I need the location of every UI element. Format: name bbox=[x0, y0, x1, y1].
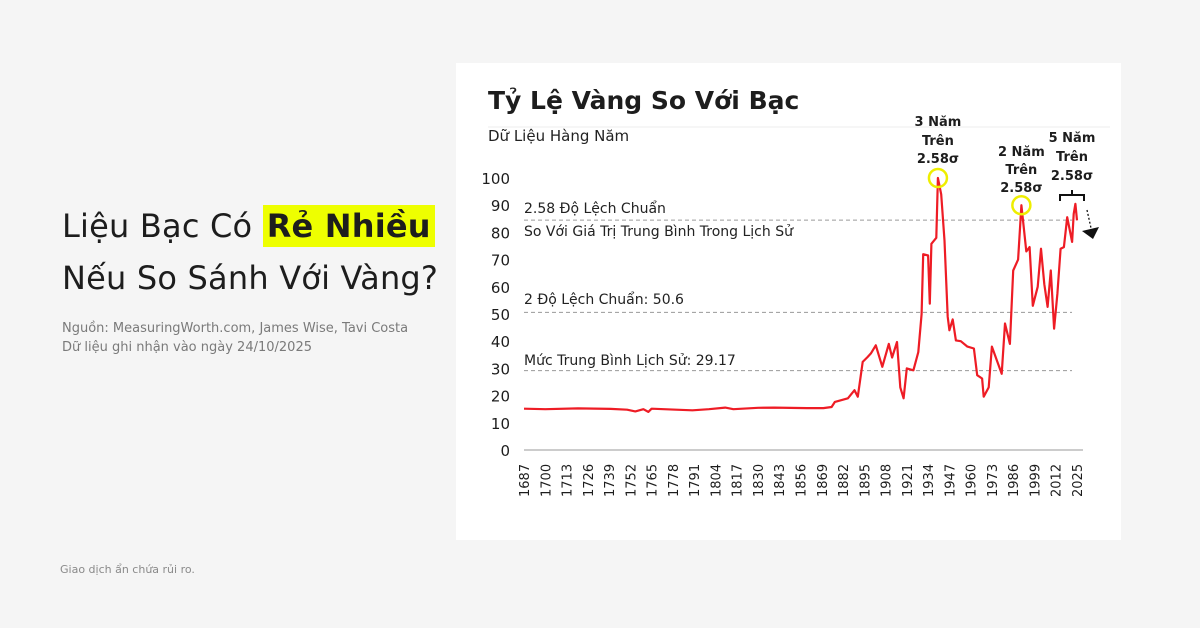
x-tick-label: 1765 bbox=[646, 464, 661, 497]
x-tick-label: 1934 bbox=[922, 464, 937, 497]
annotation-text: 5 Năm bbox=[1049, 131, 1096, 146]
down-arrow-icon bbox=[1082, 227, 1099, 239]
x-tick-label: 1739 bbox=[603, 464, 618, 497]
risk-disclaimer: Giao dịch ẩn chứa rủi ro. bbox=[60, 563, 195, 576]
x-tick-label: 1882 bbox=[837, 464, 852, 497]
x-tick-label: 1843 bbox=[773, 464, 788, 497]
headline: Liệu Bạc Có Rẻ Nhiều Nếu So Sánh Với Vàn… bbox=[62, 200, 438, 304]
y-tick-label: 50 bbox=[491, 306, 510, 324]
annotation-text: 2 Năm bbox=[998, 145, 1045, 160]
x-tick-label: 1999 bbox=[1028, 464, 1043, 497]
x-tick-label: 1713 bbox=[561, 464, 576, 497]
x-tick-label: 1752 bbox=[624, 464, 639, 497]
x-tick-label: 1791 bbox=[688, 464, 703, 497]
chart-title: Tỷ Lệ Vàng So Với Bạc bbox=[488, 86, 800, 115]
x-tick-label: 1856 bbox=[795, 464, 810, 497]
x-tick-label: 1817 bbox=[731, 464, 746, 497]
annotation-text: Trên bbox=[1056, 150, 1088, 165]
annotation-text: 2.58σ bbox=[1000, 181, 1042, 196]
y-tick-label: 80 bbox=[491, 224, 510, 242]
annotation-text: Trên bbox=[922, 134, 954, 149]
headline-line-1: Liệu Bạc Có Rẻ Nhiều bbox=[62, 200, 438, 252]
reference-label: 2.58 Độ Lệch Chuẩn bbox=[524, 200, 666, 217]
annotation-text: Trên bbox=[1005, 163, 1037, 178]
x-tick-label: 1908 bbox=[880, 464, 895, 497]
x-tick-label: 1895 bbox=[858, 464, 873, 497]
reference-label: Mức Trung Bình Lịch Sử: 29.17 bbox=[524, 353, 736, 369]
y-tick-label: 40 bbox=[491, 333, 510, 351]
y-tick-label: 0 bbox=[500, 442, 510, 460]
x-tick-label: 1947 bbox=[943, 464, 958, 497]
x-tick-label: 2025 bbox=[1071, 464, 1086, 497]
y-tick-label: 30 bbox=[491, 360, 510, 378]
headline-highlight: Rẻ Nhiều bbox=[262, 205, 435, 247]
annotation-text: 2.58σ bbox=[917, 152, 959, 167]
x-tick-label: 1726 bbox=[582, 464, 597, 497]
x-tick-label: 1986 bbox=[1007, 464, 1022, 497]
headline-line-2: Nếu So Sánh Với Vàng? bbox=[62, 259, 439, 297]
y-tick-label: 70 bbox=[491, 252, 510, 270]
reference-label: 2 Độ Lệch Chuẩn: 50.6 bbox=[524, 291, 684, 308]
peak-highlight-circle bbox=[1011, 194, 1032, 216]
source-line: Nguồn: MeasuringWorth.com, James Wise, T… bbox=[62, 321, 409, 336]
x-tick-label: 1869 bbox=[816, 464, 831, 497]
x-tick-label: 2012 bbox=[1050, 464, 1065, 497]
chart-subtitle: Dữ Liệu Hàng Năm bbox=[488, 127, 630, 145]
annotation-text: 3 Năm bbox=[915, 115, 962, 130]
x-tick-label: 1830 bbox=[752, 464, 767, 497]
y-tick-label: 90 bbox=[491, 197, 510, 215]
x-tick-label: 1921 bbox=[901, 464, 916, 497]
annotation-text: 2.58σ bbox=[1051, 169, 1093, 184]
chart-card bbox=[456, 63, 1121, 540]
headline-part-1: Liệu Bạc Có bbox=[62, 207, 263, 245]
y-tick-label: 60 bbox=[491, 279, 510, 297]
ratio-line bbox=[523, 176, 1079, 413]
y-tick-label: 100 bbox=[481, 170, 510, 188]
x-tick-label: 1804 bbox=[709, 464, 724, 497]
peak-highlight-circle bbox=[927, 167, 949, 189]
x-tick-label: 1700 bbox=[539, 464, 554, 497]
x-tick-label: 1778 bbox=[667, 464, 682, 497]
reference-label: So Với Giá Trị Trung Bình Trong Lịch Sử bbox=[524, 224, 794, 240]
y-tick-label: 20 bbox=[491, 388, 510, 406]
date-line: Dữ liệu ghi nhận vào ngày 24/10/2025 bbox=[62, 340, 312, 355]
x-tick-label: 1687 bbox=[518, 464, 533, 497]
x-tick-label: 1960 bbox=[965, 464, 980, 497]
source-note: Nguồn: MeasuringWorth.com, James Wise, T… bbox=[62, 319, 408, 357]
bracket-marker bbox=[1059, 190, 1085, 201]
y-tick-label: 10 bbox=[491, 415, 510, 433]
x-tick-label: 1973 bbox=[986, 464, 1001, 497]
dotted-arrow-line bbox=[1086, 209, 1092, 229]
